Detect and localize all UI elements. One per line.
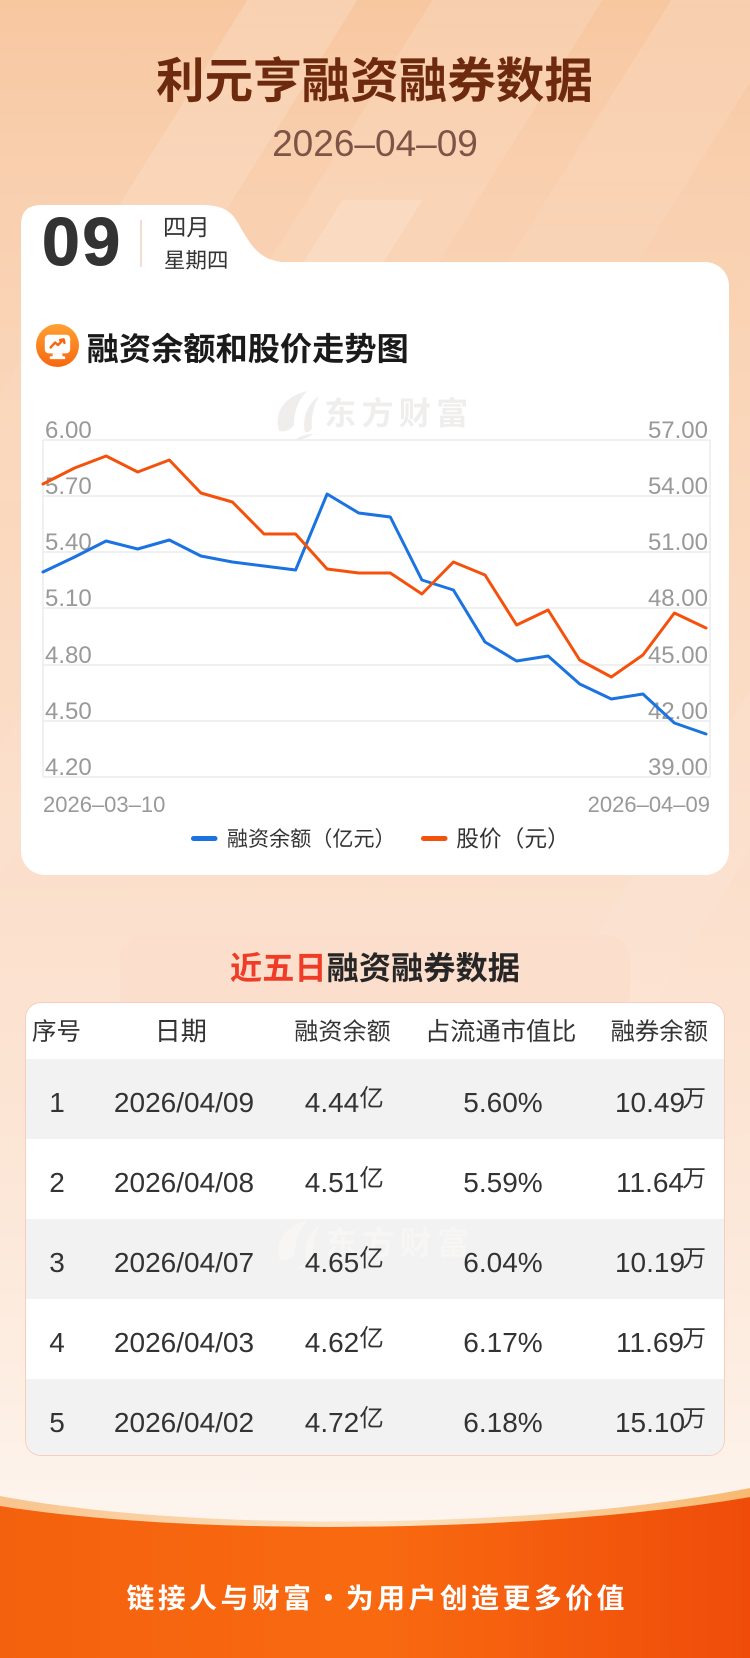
svg-text:2026–04–09: 2026–04–09 [588,792,710,817]
svg-text:57.00: 57.00 [648,417,708,444]
svg-text:48.00: 48.00 [648,585,708,612]
svg-text:4.20: 4.20 [45,754,92,781]
svg-text:5.70: 5.70 [45,473,92,500]
svg-text:42.00: 42.00 [648,698,708,725]
svg-text:39.00: 39.00 [648,754,708,781]
svg-text:5.10: 5.10 [45,585,92,612]
svg-text:2026–03–10: 2026–03–10 [43,792,165,817]
svg-text:54.00: 54.00 [648,473,708,500]
svg-text:6.00: 6.00 [45,417,92,444]
svg-text:51.00: 51.00 [648,529,708,556]
svg-text:45.00: 45.00 [648,642,708,669]
svg-text:4.50: 4.50 [45,698,92,725]
svg-text:4.80: 4.80 [45,642,92,669]
